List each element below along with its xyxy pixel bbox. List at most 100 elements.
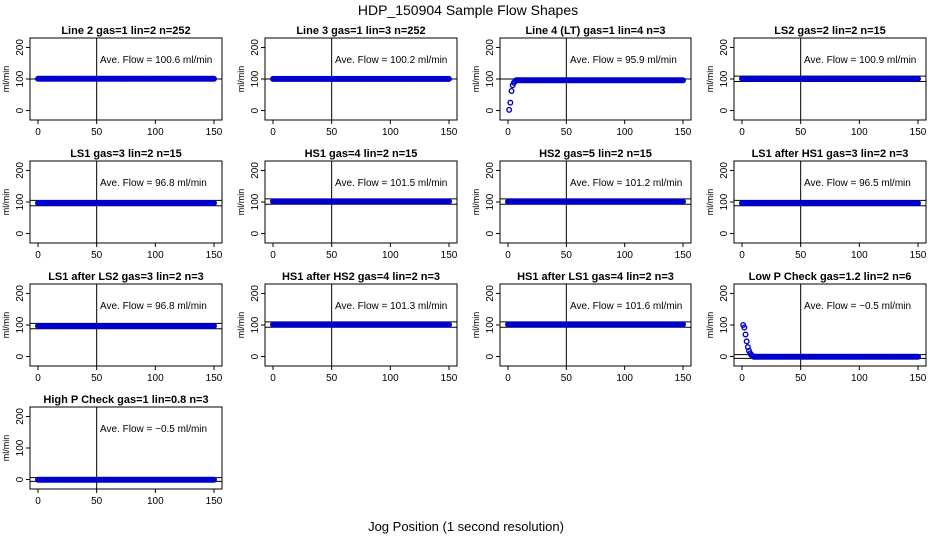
x-tick-label: 150 xyxy=(441,250,458,261)
x-tick-label: 50 xyxy=(795,127,807,138)
panel-title: Low P Check gas=1.2 lin=2 n=6 xyxy=(749,271,912,283)
y-axis-label: ml/min xyxy=(471,312,481,339)
y-tick-label: 200 xyxy=(250,285,261,302)
chart-panel: HS1 after LS1 gas=4 lin=2 n=3 Ave. Flow =… xyxy=(471,271,692,384)
y-tick-label: 200 xyxy=(485,162,496,179)
chart-panel: LS1 gas=3 lin=2 n=15 Ave. Flow = 96.8 ml/… xyxy=(1,148,223,261)
x-tick-label: 100 xyxy=(382,250,399,261)
average-flow-annotation: Ave. Flow = 101.6 ml/min xyxy=(570,301,682,312)
panel-title: Line 3 gas=1 lin=3 n=252 xyxy=(296,25,425,37)
y-tick-label: 200 xyxy=(15,39,26,56)
data-point xyxy=(915,75,922,82)
y-tick-label: 200 xyxy=(719,162,730,179)
y-tick-label: 0 xyxy=(485,353,496,359)
x-tick-label: 150 xyxy=(675,250,692,261)
data-point xyxy=(915,353,922,360)
average-flow-annotation: Ave. Flow = 101.5 ml/min xyxy=(335,178,447,189)
chart-panels: Line 2 gas=1 lin=2 n=252 Ave. Flow = 100.… xyxy=(1,25,927,507)
data-point xyxy=(507,99,514,106)
data-points xyxy=(270,321,453,328)
x-tick-label: 50 xyxy=(326,250,338,261)
chart-panel: High P Check gas=1 lin=0.8 n=3 Ave. Flow … xyxy=(1,394,223,507)
y-axis-label: ml/min xyxy=(236,66,246,93)
x-tick-label: 100 xyxy=(616,250,633,261)
y-tick-label: 100 xyxy=(250,193,261,210)
x-tick-label: 150 xyxy=(910,127,927,138)
average-flow-annotation: Ave. Flow = 101.3 ml/min xyxy=(335,301,447,312)
chart-panel: Low P Check gas=1.2 lin=2 n=6 Ave. Flow =… xyxy=(705,271,927,384)
y-tick-label: 0 xyxy=(15,230,26,236)
x-tick-label: 50 xyxy=(795,373,807,384)
x-tick-label: 0 xyxy=(505,127,511,138)
average-flow-annotation: Ave. Flow = 96.8 ml/min xyxy=(100,178,207,189)
data-point xyxy=(742,331,749,338)
y-axis-label: ml/min xyxy=(236,189,246,216)
data-points xyxy=(270,75,453,82)
data-points xyxy=(739,75,922,82)
panel-title: LS1 after HS1 gas=3 lin=2 n=3 xyxy=(752,148,909,160)
average-flow-annotation: Ave. Flow = 96.8 ml/min xyxy=(100,301,207,312)
chart-panel: Line 4 (LT) gas=1 lin=4 n=3 Ave. Flow = 9… xyxy=(471,25,692,138)
chart-panel: HS1 gas=4 lin=2 n=15 Ave. Flow = 101.5 ml… xyxy=(236,148,458,261)
y-tick-label: 100 xyxy=(485,193,496,210)
average-flow-annotation: Ave. Flow = 100.6 ml/min xyxy=(100,55,212,66)
x-tick-label: 100 xyxy=(147,496,164,507)
x-tick-label: 0 xyxy=(35,250,41,261)
x-tick-label: 150 xyxy=(441,127,458,138)
x-tick-label: 0 xyxy=(35,373,41,384)
data-point xyxy=(680,321,687,328)
data-point xyxy=(446,198,453,205)
average-flow-annotation: Ave. Flow = −0.5 ml/min xyxy=(100,424,207,435)
chart-panel: LS1 after LS2 gas=3 lin=2 n=3 Ave. Flow =… xyxy=(1,271,223,384)
y-tick-label: 100 xyxy=(485,70,496,87)
data-point xyxy=(446,321,453,328)
y-tick-label: 200 xyxy=(485,39,496,56)
x-tick-label: 0 xyxy=(35,127,41,138)
data-points xyxy=(739,200,922,207)
y-tick-label: 0 xyxy=(719,107,730,113)
y-axis-label: ml/min xyxy=(1,66,11,93)
data-point xyxy=(210,323,217,330)
figure-x-axis-label: Jog Position (1 second resolution) xyxy=(368,519,564,534)
panel-title: High P Check gas=1 lin=0.8 n=3 xyxy=(43,394,208,406)
y-tick-label: 0 xyxy=(250,230,261,236)
x-tick-label: 50 xyxy=(561,373,573,384)
x-tick-label: 100 xyxy=(851,250,868,261)
y-tick-label: 0 xyxy=(485,230,496,236)
y-tick-label: 200 xyxy=(15,285,26,302)
y-axis-label: ml/min xyxy=(1,312,11,339)
x-tick-label: 100 xyxy=(147,250,164,261)
x-tick-label: 0 xyxy=(505,250,511,261)
x-tick-label: 0 xyxy=(739,250,745,261)
x-tick-label: 150 xyxy=(675,373,692,384)
x-tick-label: 0 xyxy=(739,373,745,384)
y-axis-label: ml/min xyxy=(471,66,481,93)
data-point xyxy=(446,75,453,82)
panel-title: HS1 after LS1 gas=4 lin=2 n=3 xyxy=(517,271,674,283)
x-tick-label: 150 xyxy=(206,127,223,138)
chart-panel: Line 2 gas=1 lin=2 n=252 Ave. Flow = 100.… xyxy=(1,25,223,138)
x-tick-label: 150 xyxy=(910,250,927,261)
y-axis-label: ml/min xyxy=(236,312,246,339)
y-tick-label: 200 xyxy=(15,408,26,425)
data-point xyxy=(506,106,513,113)
x-tick-label: 150 xyxy=(441,373,458,384)
x-tick-label: 50 xyxy=(91,496,103,507)
panel-title: Line 2 gas=1 lin=2 n=252 xyxy=(61,25,190,37)
data-points xyxy=(35,75,217,82)
y-tick-label: 200 xyxy=(250,39,261,56)
data-point xyxy=(915,200,922,207)
x-tick-label: 150 xyxy=(206,496,223,507)
panel-title: HS1 gas=4 lin=2 n=15 xyxy=(305,148,418,160)
x-tick-label: 100 xyxy=(382,127,399,138)
x-tick-label: 0 xyxy=(270,127,276,138)
y-tick-label: 200 xyxy=(250,162,261,179)
y-axis-label: ml/min xyxy=(705,189,715,216)
panel-title: LS2 gas=2 lin=2 n=15 xyxy=(774,25,886,37)
y-tick-label: 100 xyxy=(250,70,261,87)
x-tick-label: 0 xyxy=(739,127,745,138)
y-tick-label: 100 xyxy=(719,193,730,210)
x-tick-label: 150 xyxy=(675,127,692,138)
data-points xyxy=(740,322,922,360)
